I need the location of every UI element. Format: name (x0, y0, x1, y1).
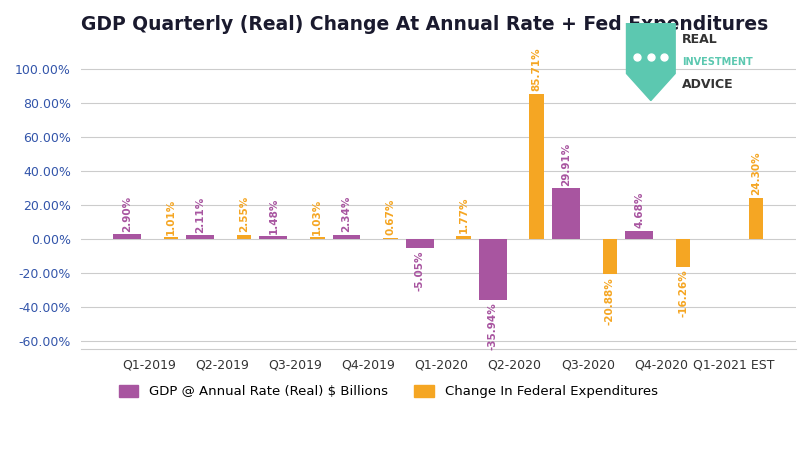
Text: 1.03%: 1.03% (312, 198, 322, 235)
Text: 1.48%: 1.48% (268, 197, 278, 234)
Text: -16.26%: -16.26% (678, 269, 688, 317)
Bar (310, 237, 324, 239)
Text: 2.55%: 2.55% (239, 196, 249, 232)
Text: 29.91%: 29.91% (561, 142, 571, 186)
Text: 85.71%: 85.71% (532, 47, 542, 91)
Bar (113, 234, 141, 239)
Text: GDP Quarterly (Real) Change At Annual Rate + Fed Expenditures: GDP Quarterly (Real) Change At Annual Ra… (80, 15, 768, 34)
Text: ADVICE: ADVICE (682, 78, 734, 91)
Text: 1.77%: 1.77% (458, 197, 469, 233)
Bar (187, 235, 214, 239)
Text: REAL: REAL (682, 33, 718, 46)
Text: 2.11%: 2.11% (195, 197, 205, 233)
Bar (749, 198, 763, 239)
Text: -5.05%: -5.05% (414, 250, 425, 291)
Bar (457, 236, 471, 239)
Bar (260, 237, 287, 239)
Text: 0.67%: 0.67% (385, 199, 396, 235)
Text: 1.01%: 1.01% (166, 198, 176, 235)
Bar (237, 235, 251, 239)
Text: 4.68%: 4.68% (634, 192, 644, 228)
Text: -35.94%: -35.94% (487, 303, 498, 350)
Bar (530, 94, 544, 239)
Bar (625, 231, 653, 239)
Bar (406, 239, 434, 248)
Legend: GDP @ Annual Rate (Real) $ Billions, Change In Federal Expenditures: GDP @ Annual Rate (Real) $ Billions, Cha… (114, 380, 663, 404)
Bar (603, 239, 617, 274)
Text: 2.34%: 2.34% (341, 196, 351, 233)
Text: 24.30%: 24.30% (751, 152, 762, 195)
Bar (676, 239, 690, 267)
Bar (479, 239, 507, 300)
Polygon shape (626, 23, 675, 101)
Bar (552, 188, 580, 239)
Text: INVESTMENT: INVESTMENT (682, 57, 753, 67)
Text: -20.88%: -20.88% (605, 277, 615, 325)
Bar (383, 238, 397, 239)
Text: 2.90%: 2.90% (122, 195, 132, 232)
Bar (164, 237, 178, 239)
Bar (333, 235, 360, 239)
